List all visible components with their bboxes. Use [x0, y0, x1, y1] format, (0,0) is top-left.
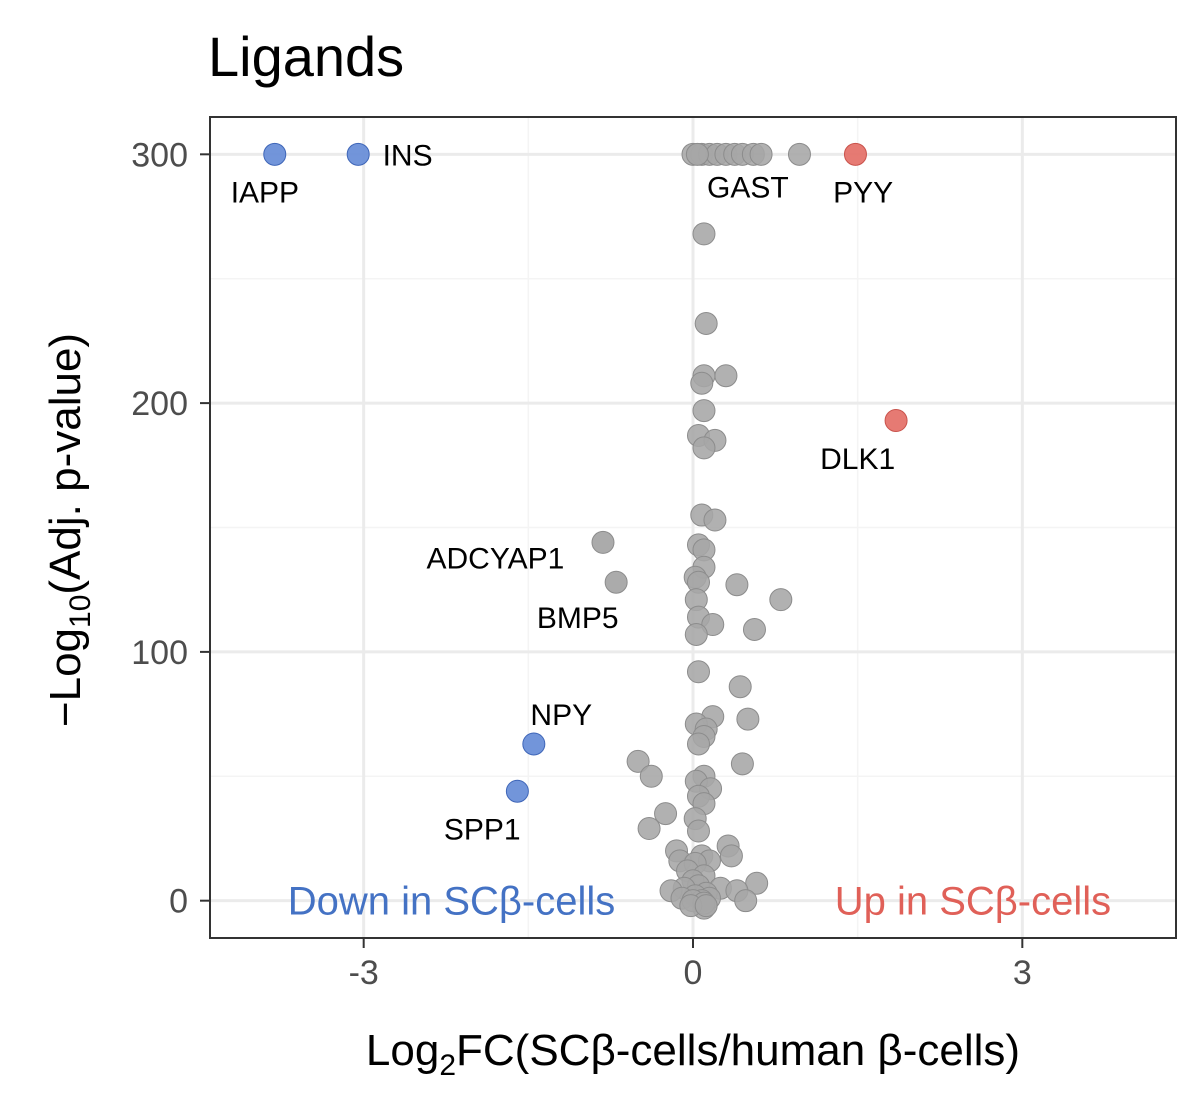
data-point: [742, 618, 766, 642]
point-label-iapp: IAPP: [231, 177, 299, 210]
data-point: [730, 752, 754, 776]
point-label-spp1: SPP1: [444, 814, 521, 847]
chart-title: Ligands: [208, 25, 404, 88]
y-axis-title-post: (Adj. p-value): [41, 333, 90, 595]
data-point: [703, 508, 727, 532]
y-axis: 0 100 200 300: [131, 136, 210, 921]
point-label-gast: GAST: [707, 172, 789, 205]
point-label-adcyap1: ADCYAP1: [426, 542, 564, 575]
data-point: [626, 749, 650, 773]
data-point: [690, 371, 714, 395]
data-point: [745, 871, 769, 895]
data-points: [263, 142, 908, 920]
data-point-pyy: [843, 142, 867, 166]
point-label-dlk1: DLK1: [820, 443, 895, 476]
data-point: [769, 588, 793, 612]
data-point: [684, 622, 708, 646]
data-point-spp1: [505, 779, 529, 803]
data-point: [692, 399, 716, 423]
data-point-ins: [346, 142, 370, 166]
y-tick-label: 0: [169, 883, 188, 921]
data-point: [637, 817, 661, 841]
data-point-gast: [685, 142, 709, 166]
data-point: [686, 732, 710, 756]
data-point-npy: [522, 732, 546, 756]
point-label-bmp5: BMP5: [537, 602, 619, 635]
down-annotation: Down in SCβ-cells: [288, 880, 616, 924]
data-point: [749, 142, 773, 166]
y-tick-label: 200: [131, 385, 188, 423]
x-axis: -3 0 3: [349, 938, 1032, 992]
y-tick-label: 100: [131, 634, 188, 672]
data-point: [694, 894, 718, 918]
x-axis-title-post: FC(SCβ-cells/human β-cells): [456, 1026, 1020, 1075]
y-axis-title: −Log10(Adj. p-value): [41, 333, 97, 727]
x-tick-label: 3: [1013, 954, 1032, 992]
data-point-iapp: [263, 142, 287, 166]
x-axis-title-sub: 2: [439, 1049, 456, 1082]
data-point: [692, 436, 716, 460]
data-point: [719, 844, 743, 868]
data-point: [736, 707, 760, 731]
data-point: [714, 364, 738, 388]
x-tick-label: -3: [349, 954, 379, 992]
data-point: [686, 819, 710, 843]
data-point-bmp5: [604, 570, 628, 594]
data-point: [686, 660, 710, 684]
data-point: [639, 764, 663, 788]
point-label-pyy: PYY: [833, 177, 893, 210]
point-labels: IAPP INS GAST PYY DLK1 ADCYAP1 BMP5 NPY SPP1: [231, 139, 895, 846]
point-label-ins: INS: [383, 139, 433, 172]
data-point: [694, 311, 718, 335]
data-point: [725, 573, 749, 597]
y-tick-label: 300: [131, 136, 188, 174]
data-point: [787, 142, 811, 166]
data-point: [728, 675, 752, 699]
x-tick-label: 0: [684, 954, 703, 992]
data-point: [734, 889, 758, 913]
data-point-adcyap1: [591, 530, 615, 554]
point-label-npy: NPY: [530, 699, 592, 732]
up-annotation: Up in SCβ-cells: [835, 880, 1111, 924]
y-axis-title-sub: 10: [64, 595, 97, 628]
x-axis-title-pre: Log: [366, 1026, 439, 1075]
data-point-dlk1: [884, 409, 908, 433]
y-axis-title-pre: −Log: [41, 628, 90, 727]
x-axis-title: Log2FC(SCβ-cells/human β-cells): [366, 1026, 1020, 1082]
data-point: [692, 222, 716, 246]
data-point: [654, 802, 678, 826]
